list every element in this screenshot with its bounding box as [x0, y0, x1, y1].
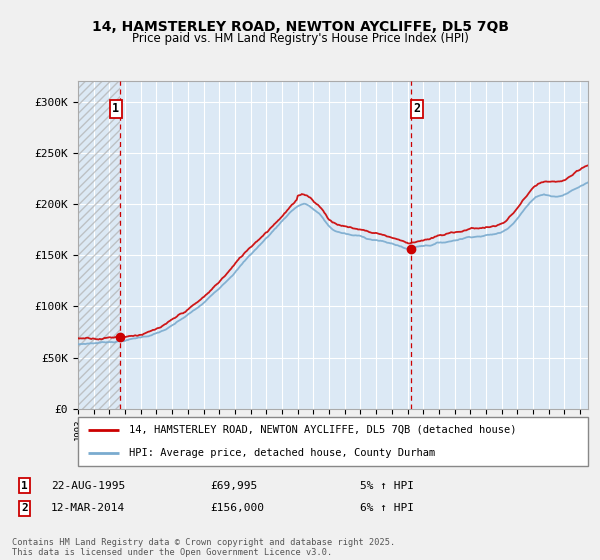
Text: £156,000: £156,000: [210, 503, 264, 514]
Text: £69,995: £69,995: [210, 480, 257, 491]
Text: 2: 2: [21, 503, 28, 514]
Bar: [78, 81, 119, 409]
Text: 6% ↑ HPI: 6% ↑ HPI: [360, 503, 414, 514]
Text: 14, HAMSTERLEY ROAD, NEWTON AYCLIFFE, DL5 7QB (detached house): 14, HAMSTERLEY ROAD, NEWTON AYCLIFFE, DL…: [129, 425, 517, 435]
Text: 5% ↑ HPI: 5% ↑ HPI: [360, 480, 414, 491]
Text: Contains HM Land Registry data © Crown copyright and database right 2025.
This d: Contains HM Land Registry data © Crown c…: [12, 538, 395, 557]
Text: 2: 2: [413, 102, 421, 115]
Text: 14, HAMSTERLEY ROAD, NEWTON AYCLIFFE, DL5 7QB: 14, HAMSTERLEY ROAD, NEWTON AYCLIFFE, DL…: [91, 20, 509, 34]
Text: 1: 1: [112, 102, 119, 115]
Text: HPI: Average price, detached house, County Durham: HPI: Average price, detached house, Coun…: [129, 447, 435, 458]
Bar: [78, 81, 119, 409]
Text: 22-AUG-1995: 22-AUG-1995: [51, 480, 125, 491]
Text: 12-MAR-2014: 12-MAR-2014: [51, 503, 125, 514]
Text: 1: 1: [21, 480, 28, 491]
Text: Price paid vs. HM Land Registry's House Price Index (HPI): Price paid vs. HM Land Registry's House …: [131, 32, 469, 45]
